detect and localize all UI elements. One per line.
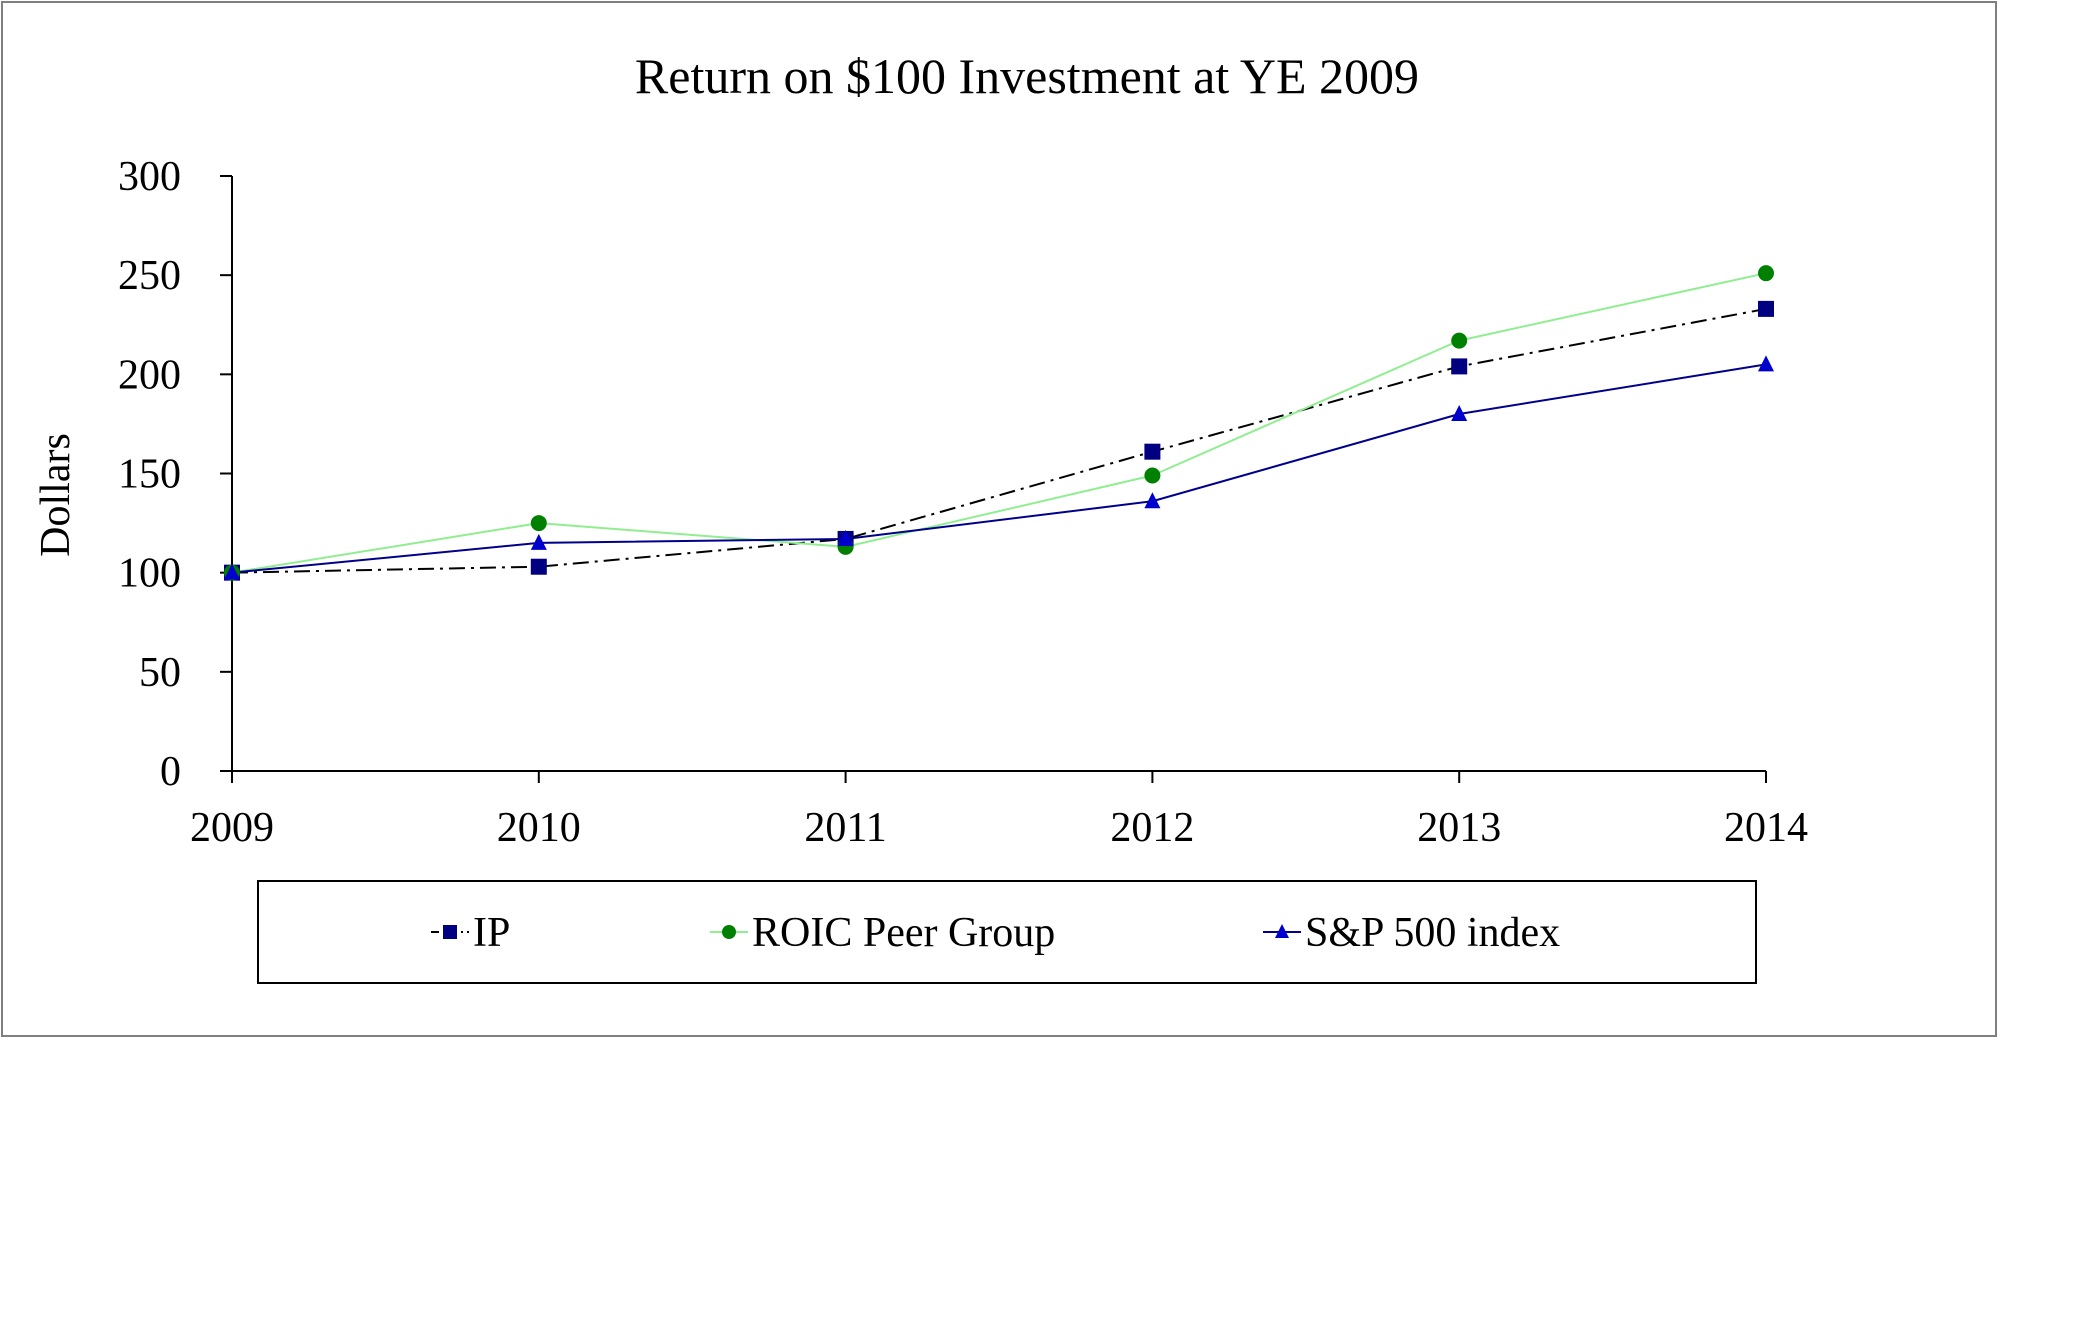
chart-frame: Return on $100 Investment at YE 2009 Dol… [1, 1, 1997, 1037]
axes: 0 50 100 150 200 250 300 2009 2010 2011 2012 2013 20… [118, 154, 1808, 851]
y-tick-label: 0 [160, 749, 181, 795]
y-tick-label: 150 [118, 452, 181, 498]
x-tick-label: 2010 [497, 805, 581, 851]
legend-label-1: ROIC Peer Group [752, 910, 1055, 956]
data-point-2-3 [1144, 492, 1161, 509]
data-point-2-1 [530, 533, 547, 550]
legend-marker-1 [722, 925, 736, 939]
series-line-0 [231, 307, 1767, 574]
series-line-2 [231, 363, 1767, 574]
data-point-0-3 [1144, 443, 1161, 460]
data-point-0-5 [1758, 300, 1774, 317]
chart-title: Return on $100 Investment at YE 2009 [635, 48, 1419, 104]
data-point-0-1 [530, 558, 547, 575]
legend-marker-2 [1275, 924, 1289, 938]
x-tick-label: 2014 [1724, 805, 1808, 851]
series-markers [224, 265, 1774, 581]
series-line-1 [231, 272, 1767, 574]
data-point-2-2 [837, 529, 854, 546]
legend-box [257, 880, 1757, 984]
data-point-2-4 [1451, 405, 1468, 421]
data-point-1-1 [530, 515, 547, 532]
x-tick-label: 2013 [1417, 805, 1501, 851]
y-tick-label: 50 [139, 650, 181, 696]
data-point-1-4 [1451, 332, 1468, 349]
data-point-0-4 [1451, 358, 1468, 375]
legend-items: IP ROIC Peer Group S&P 500 index [431, 910, 1560, 956]
y-tick-label: 200 [118, 352, 181, 398]
data-point-2-5 [1758, 355, 1774, 372]
data-point-1-3 [1144, 467, 1161, 484]
data-point-2-0 [224, 563, 240, 580]
legend-label-2: S&P 500 index [1305, 910, 1560, 956]
series-lines [231, 272, 1767, 574]
y-tick-label: 300 [118, 154, 181, 200]
x-tick-label: 2009 [190, 805, 274, 851]
x-tick-label: 2012 [1110, 805, 1194, 851]
line-chart: Return on $100 Investment at YE 2009 Dol… [33, 48, 1808, 984]
x-tick-label: 2011 [804, 805, 886, 851]
y-axis-label: Dollars [33, 433, 79, 557]
legend-marker-0 [443, 925, 457, 939]
legend: IP ROIC Peer Group S&P 500 index [257, 880, 1757, 984]
y-tick-label: 250 [118, 253, 181, 299]
legend-label-0: IP [473, 910, 510, 956]
y-tick-label: 100 [118, 551, 181, 597]
data-point-1-5 [1758, 265, 1774, 282]
